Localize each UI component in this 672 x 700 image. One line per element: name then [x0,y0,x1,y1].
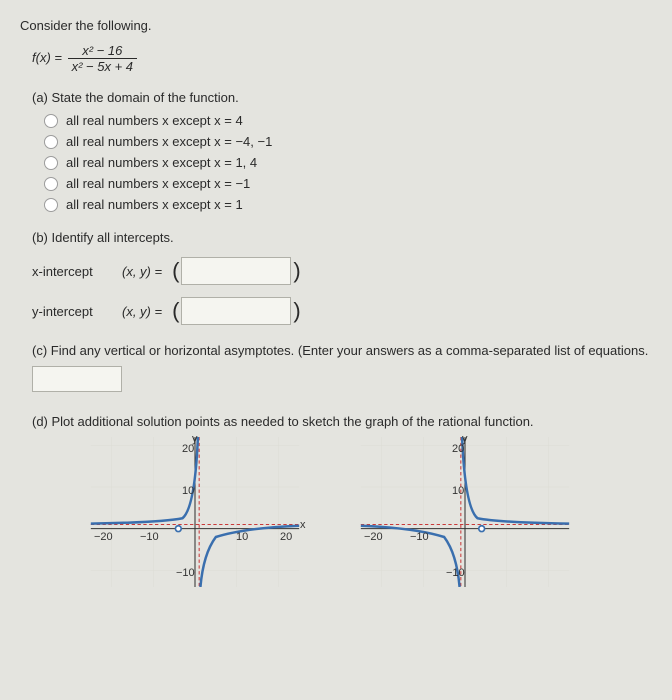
func-lhs: f(x) = [32,50,66,65]
yi-label: y-intercept [32,304,112,319]
opt-label: all real numbers x except x = 1 [66,197,243,212]
radio-icon [44,156,58,170]
xtick-n20: −20 [364,531,383,543]
paren-close: ) [293,260,300,282]
opt-1[interactable]: all real numbers x except x = −4, −1 [44,134,652,149]
xtick-n20: −20 [94,531,113,543]
ytick-n10: −10 [446,567,465,579]
xi-label: x-intercept [32,264,112,279]
xy-label: (x, y) = [122,304,162,319]
xtick-20: 20 [280,531,292,543]
ytick-10: 10 [182,485,194,497]
opt-4[interactable]: all real numbers x except x = 1 [44,197,652,212]
ytick-10: 10 [452,485,464,497]
asymptotes-input[interactable] [32,366,122,392]
graph-left: y 20 10 −20 −10 10 20 x −10 [80,437,310,587]
intro-text: Consider the following. [20,18,652,33]
part-c-prompt: (c) Find any vertical or horizontal asym… [32,343,652,358]
radio-icon [44,198,58,212]
xtick-n10: −10 [140,531,159,543]
numerator: x² − 16 [68,43,137,59]
denominator: x² − 5x + 4 [68,59,137,74]
part-d-prompt: (d) Plot additional solution points as n… [32,414,652,429]
opt-label: all real numbers x except x = 1, 4 [66,155,257,170]
xtick-n10: −10 [410,531,429,543]
paren-close: ) [293,300,300,322]
x-intercept-input[interactable] [181,257,291,285]
y-intercept-input[interactable] [181,297,291,325]
paren-open: ( [172,300,179,322]
function-eq: f(x) = x² − 16 x² − 5x + 4 [32,43,652,74]
ytick-20: 20 [182,443,194,455]
radio-icon [44,114,58,128]
paren-open: ( [172,260,179,282]
opt-2[interactable]: all real numbers x except x = 1, 4 [44,155,652,170]
opt-label: all real numbers x except x = −4, −1 [66,134,272,149]
opt-3[interactable]: all real numbers x except x = −1 [44,176,652,191]
part-b-prompt: (b) Identify all intercepts. [32,230,652,245]
opt-label: all real numbers x except x = −1 [66,176,250,191]
y-intercept-row: y-intercept (x, y) = ( ) [32,297,652,325]
radio-icon [44,177,58,191]
ytick-n10: −10 [176,567,195,579]
x-intercept-row: x-intercept (x, y) = ( ) [32,257,652,285]
ytick-20: 20 [452,443,464,455]
xy-label: (x, y) = [122,264,162,279]
graph-right: y 20 10 −20 −10 −10 [350,437,580,587]
x-axis-label: x [300,519,306,531]
opt-label: all real numbers x except x = 4 [66,113,243,128]
radio-icon [44,135,58,149]
part-a-prompt: (a) State the domain of the function. [32,90,652,105]
opt-0[interactable]: all real numbers x except x = 4 [44,113,652,128]
graphs-row: y 20 10 −20 −10 10 20 x −10 y 20 10 [80,437,652,587]
xtick-10: 10 [236,531,248,543]
